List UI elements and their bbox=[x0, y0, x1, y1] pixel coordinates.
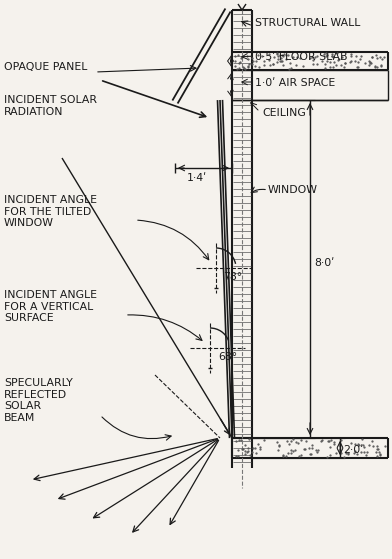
Text: 1·4ʹ: 1·4ʹ bbox=[187, 173, 207, 183]
Text: WINDOW: WINDOW bbox=[268, 185, 318, 195]
Text: INCIDENT ANGLE
FOR A VERTICAL
SURFACE: INCIDENT ANGLE FOR A VERTICAL SURFACE bbox=[4, 290, 97, 323]
Text: STRUCTURAL WALL: STRUCTURAL WALL bbox=[255, 18, 360, 28]
Text: 2·0ʹ: 2·0ʹ bbox=[343, 445, 363, 455]
Text: 68°: 68° bbox=[218, 352, 237, 362]
Text: CEILING: CEILING bbox=[262, 108, 306, 118]
Text: 8·0ʹ: 8·0ʹ bbox=[314, 258, 334, 268]
Text: 78°: 78° bbox=[223, 272, 242, 282]
Text: 0·5ʹ FLOOR SLAB: 0·5ʹ FLOOR SLAB bbox=[255, 52, 347, 62]
Text: 1·0ʹ AIR SPACE: 1·0ʹ AIR SPACE bbox=[255, 78, 335, 88]
Text: INCIDENT ANGLE
FOR THE TILTED
WINDOW: INCIDENT ANGLE FOR THE TILTED WINDOW bbox=[4, 195, 97, 228]
Text: INCIDENT SOLAR
RADIATION: INCIDENT SOLAR RADIATION bbox=[4, 95, 97, 117]
Text: SPECULARLY
REFLECTED
SOLAR
BEAM: SPECULARLY REFLECTED SOLAR BEAM bbox=[4, 378, 73, 423]
Text: OPAQUE PANEL: OPAQUE PANEL bbox=[4, 62, 87, 72]
